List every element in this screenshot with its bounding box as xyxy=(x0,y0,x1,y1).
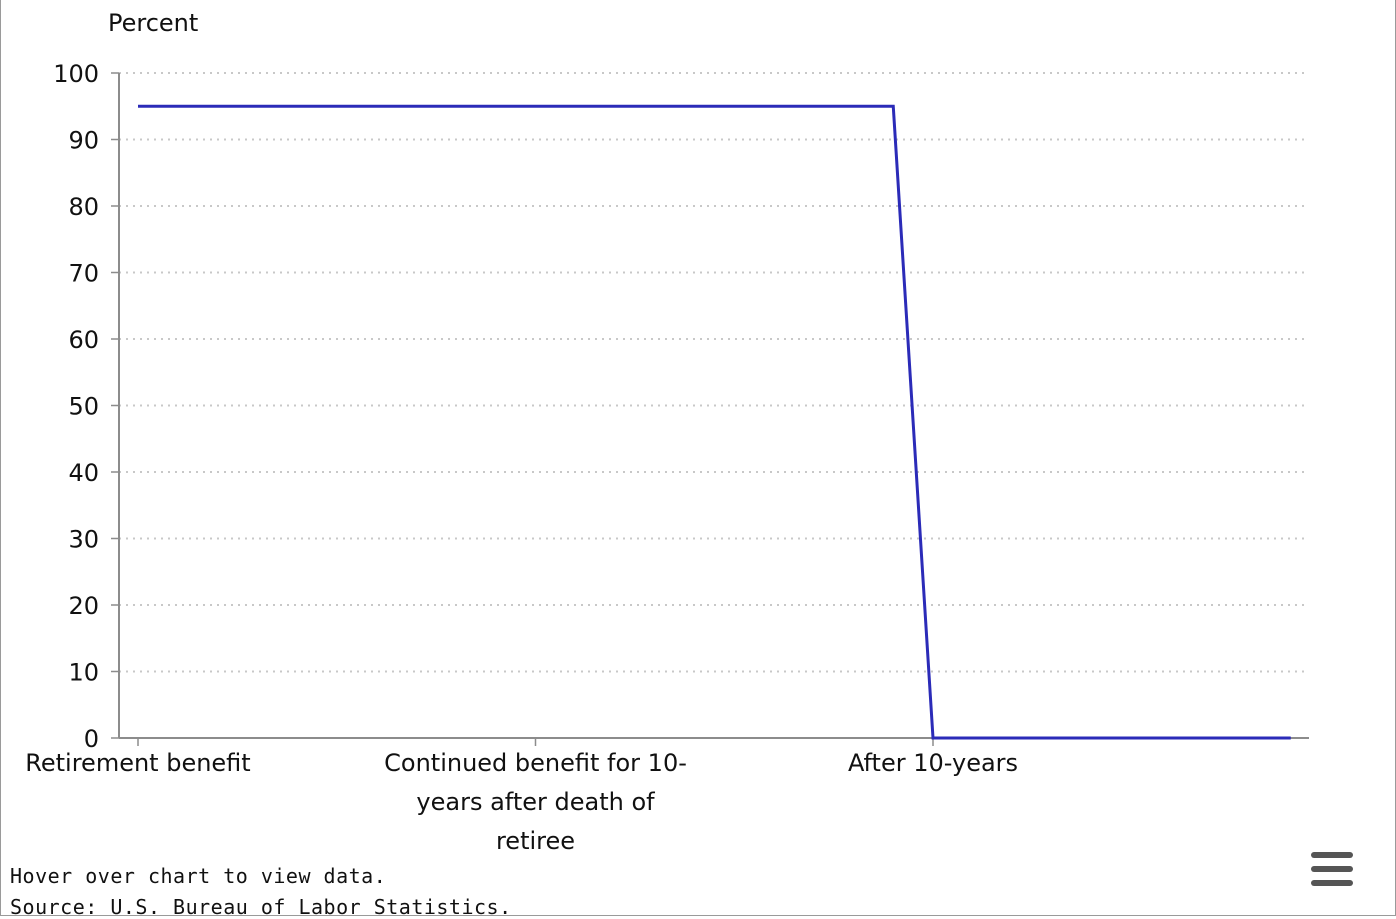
y-tick-label: 100 xyxy=(53,60,99,88)
hover-instruction: Hover over chart to view data. xyxy=(10,864,387,888)
x-tick-label: Continued benefit for 10-years after dea… xyxy=(384,749,687,855)
y-tick-labels: 0 10 20 30 40 50 60 70 80 90 100 xyxy=(53,60,99,753)
y-tick-label: 30 xyxy=(68,526,99,554)
y-tick-label: 50 xyxy=(68,393,99,421)
y-axis-title: Percent xyxy=(108,9,198,37)
x-tick-labels: Retirement benefit Continued benefit for … xyxy=(25,749,1018,855)
source-note: Source: U.S. Bureau of Labor Statistics. xyxy=(10,895,512,919)
y-tick-label: 10 xyxy=(68,659,99,687)
y-tick-label: 40 xyxy=(68,459,99,487)
y-tick-label: 90 xyxy=(68,127,99,155)
grid-lines xyxy=(119,72,1309,673)
series-layer[interactable] xyxy=(138,104,1291,740)
axes xyxy=(111,72,1309,746)
series-line[interactable] xyxy=(138,104,1291,740)
y-tick-label: 70 xyxy=(68,260,99,288)
y-tick-label: 60 xyxy=(68,326,99,354)
x-tick-label: Retirement benefit xyxy=(25,749,250,777)
y-tick-label: 80 xyxy=(68,193,99,221)
line-chart[interactable]: 0 10 20 30 40 50 60 70 80 90 100 Retirement benefi… xyxy=(1,0,1395,860)
y-tick-label: 0 xyxy=(84,725,99,753)
x-tick-label: After 10-years xyxy=(848,749,1018,777)
y-tick-label: 20 xyxy=(68,592,99,620)
hamburger-menu-icon[interactable] xyxy=(1307,850,1357,890)
